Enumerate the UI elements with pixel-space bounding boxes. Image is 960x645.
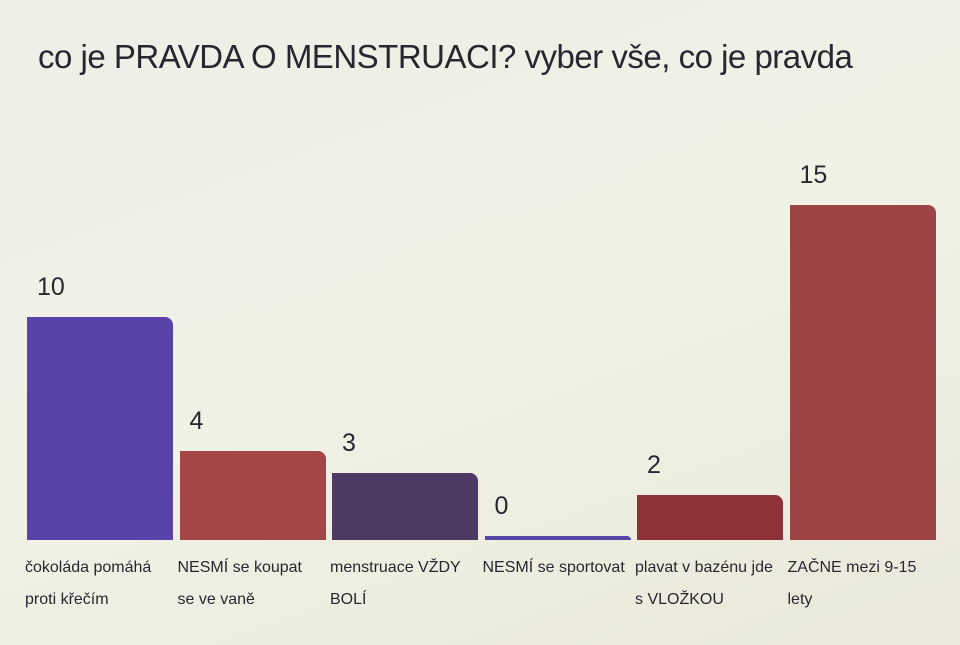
data-label: 15: [799, 161, 828, 189]
data-label: 4: [189, 406, 204, 435]
data-label: 3: [342, 429, 356, 457]
bar: [789, 205, 936, 540]
bar: [637, 495, 783, 540]
category-label: menstruace VŽDY BOLÍ: [330, 559, 461, 608]
category-label: ZAČNE mezi 9-15 lety: [787, 559, 917, 608]
bar: [332, 473, 478, 540]
category-label: plavat v bazénu jde s VLOŽKOU: [635, 559, 773, 608]
bar: [179, 450, 326, 540]
data-label: 0: [494, 492, 509, 520]
category-label: NESMÍ se koupat se ve vaně: [177, 559, 303, 608]
category-label: čokoláda pomáhá proti křečím: [25, 559, 152, 608]
chart-title: co je PRAVDA O MENSTRUACI? vyber vše, co…: [38, 38, 853, 75]
category-label: NESMÍ se sportovat: [482, 559, 625, 576]
bar: [484, 536, 631, 540]
bar: [27, 316, 173, 540]
data-label: 2: [647, 451, 661, 480]
data-label: 10: [37, 272, 65, 301]
